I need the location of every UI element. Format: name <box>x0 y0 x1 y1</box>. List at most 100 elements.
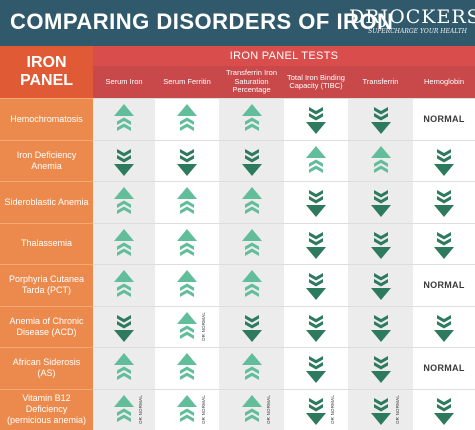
brand-logo: DRJOCKERS SUPERCHARGE YOUR HEALTH <box>349 6 475 42</box>
table-cell <box>155 347 219 389</box>
table-cell <box>348 181 413 223</box>
table-cell <box>93 98 155 140</box>
column-header: Transferrin Iron Saturation Percentage <box>219 66 284 98</box>
or-normal-note: OR NORMAL <box>201 312 207 342</box>
table-cell <box>93 347 155 389</box>
or-normal-note: OR NORMAL <box>201 395 207 425</box>
column-header: Serum Iron <box>93 66 155 98</box>
table-cell <box>348 305 413 347</box>
arrow-up-icon <box>241 187 262 215</box>
arrow-up-icon <box>177 353 197 381</box>
table-cell <box>284 98 348 140</box>
table-cell: OR NORMAL <box>155 305 219 347</box>
table-cell <box>219 222 284 264</box>
arrow-up-icon <box>241 394 262 422</box>
arrow-down-icon <box>370 273 391 301</box>
table-cell <box>284 222 348 264</box>
table-cell <box>93 222 155 264</box>
arrow-down-icon <box>114 148 134 176</box>
arrow-down-icon <box>114 314 134 342</box>
table-cell: OR NORMAL <box>348 388 413 430</box>
arrow-down-icon <box>370 397 391 425</box>
arrow-down-icon <box>306 190 326 218</box>
table-cell <box>155 139 219 181</box>
arrow-down-icon <box>306 397 326 425</box>
arrow-up-icon <box>177 394 197 422</box>
table-cell <box>348 222 413 264</box>
row-label: African Siderosis (AS) <box>0 347 93 389</box>
table-cell: OR NORMAL <box>284 388 348 430</box>
row-label: Sideroblastic Anemia <box>0 181 93 223</box>
brand-tagline: SUPERCHARGE YOUR HEALTH <box>368 28 467 35</box>
arrow-up-icon <box>177 311 197 339</box>
row-label: Vitamin B12 Deficiency (pernicious anemi… <box>0 388 93 430</box>
normal-label: NORMAL <box>423 280 465 291</box>
arrow-up-icon <box>241 104 262 132</box>
arrow-down-icon <box>241 148 262 176</box>
row-label: Anemia of Chronic Disease (ACD) <box>0 305 93 347</box>
arrow-down-icon <box>370 190 391 218</box>
table-cell: OR NORMAL <box>93 388 155 430</box>
table-cell <box>219 139 284 181</box>
column-header: Total Iron Binding Capacity (TIBC) <box>284 66 348 98</box>
normal-label: NORMAL <box>423 114 465 125</box>
arrow-down-icon <box>434 148 454 176</box>
arrow-down-icon <box>434 314 454 342</box>
arrow-down-icon <box>241 314 262 342</box>
arrow-up-icon <box>177 228 197 256</box>
table-cell <box>348 98 413 140</box>
table-cell <box>219 98 284 140</box>
table-cell <box>348 139 413 181</box>
arrow-down-icon <box>177 148 197 176</box>
corner-line-1: IRON <box>26 54 67 71</box>
table-cell <box>219 264 284 306</box>
table-cell: OR NORMAL <box>219 388 284 430</box>
arrow-down-icon <box>306 231 326 259</box>
arrow-down-icon <box>434 190 454 218</box>
table-cell <box>93 305 155 347</box>
brand-name: DRJOCKERS <box>349 6 475 28</box>
table-cell <box>219 305 284 347</box>
column-header: Transferrin <box>348 66 413 98</box>
table-cell <box>155 264 219 306</box>
normal-label: NORMAL <box>423 363 465 374</box>
arrow-down-icon <box>370 314 391 342</box>
arrow-down-icon <box>370 356 391 384</box>
arrow-up-icon <box>370 145 391 173</box>
table-cell: NORMAL <box>413 347 475 389</box>
arrow-down-icon <box>434 231 454 259</box>
table-cell <box>413 388 475 430</box>
arrow-up-icon <box>114 353 134 381</box>
table-cell <box>413 222 475 264</box>
row-label: Thalassemia <box>0 222 93 264</box>
table-cell <box>155 181 219 223</box>
table-cell: NORMAL <box>413 264 475 306</box>
or-normal-note: OR NORMAL <box>330 395 336 425</box>
table-cell <box>413 305 475 347</box>
row-label: Iron Deficiency Anemia <box>0 139 93 181</box>
arrow-up-icon <box>177 187 197 215</box>
arrow-up-icon <box>114 104 134 132</box>
arrow-down-icon <box>306 314 326 342</box>
table-cell <box>348 264 413 306</box>
table-cell <box>284 181 348 223</box>
table-cell <box>284 347 348 389</box>
table-cell <box>219 181 284 223</box>
arrow-down-icon <box>306 273 326 301</box>
arrow-up-icon <box>241 270 262 298</box>
arrow-down-icon <box>434 397 454 425</box>
or-normal-note: OR NORMAL <box>394 395 400 425</box>
row-label: Porphyria Cutanea Tarda (PCT) <box>0 264 93 306</box>
arrow-up-icon <box>114 270 134 298</box>
table-cell <box>284 264 348 306</box>
arrow-up-icon <box>114 394 134 422</box>
arrow-down-icon <box>370 231 391 259</box>
table-cell: OR NORMAL <box>155 388 219 430</box>
arrow-up-icon <box>114 187 134 215</box>
table-cell <box>93 181 155 223</box>
corner-line-2: PANEL <box>19 72 74 89</box>
arrow-up-icon <box>177 270 197 298</box>
table-cell <box>219 347 284 389</box>
arrow-up-icon <box>114 228 134 256</box>
table-cell <box>413 181 475 223</box>
